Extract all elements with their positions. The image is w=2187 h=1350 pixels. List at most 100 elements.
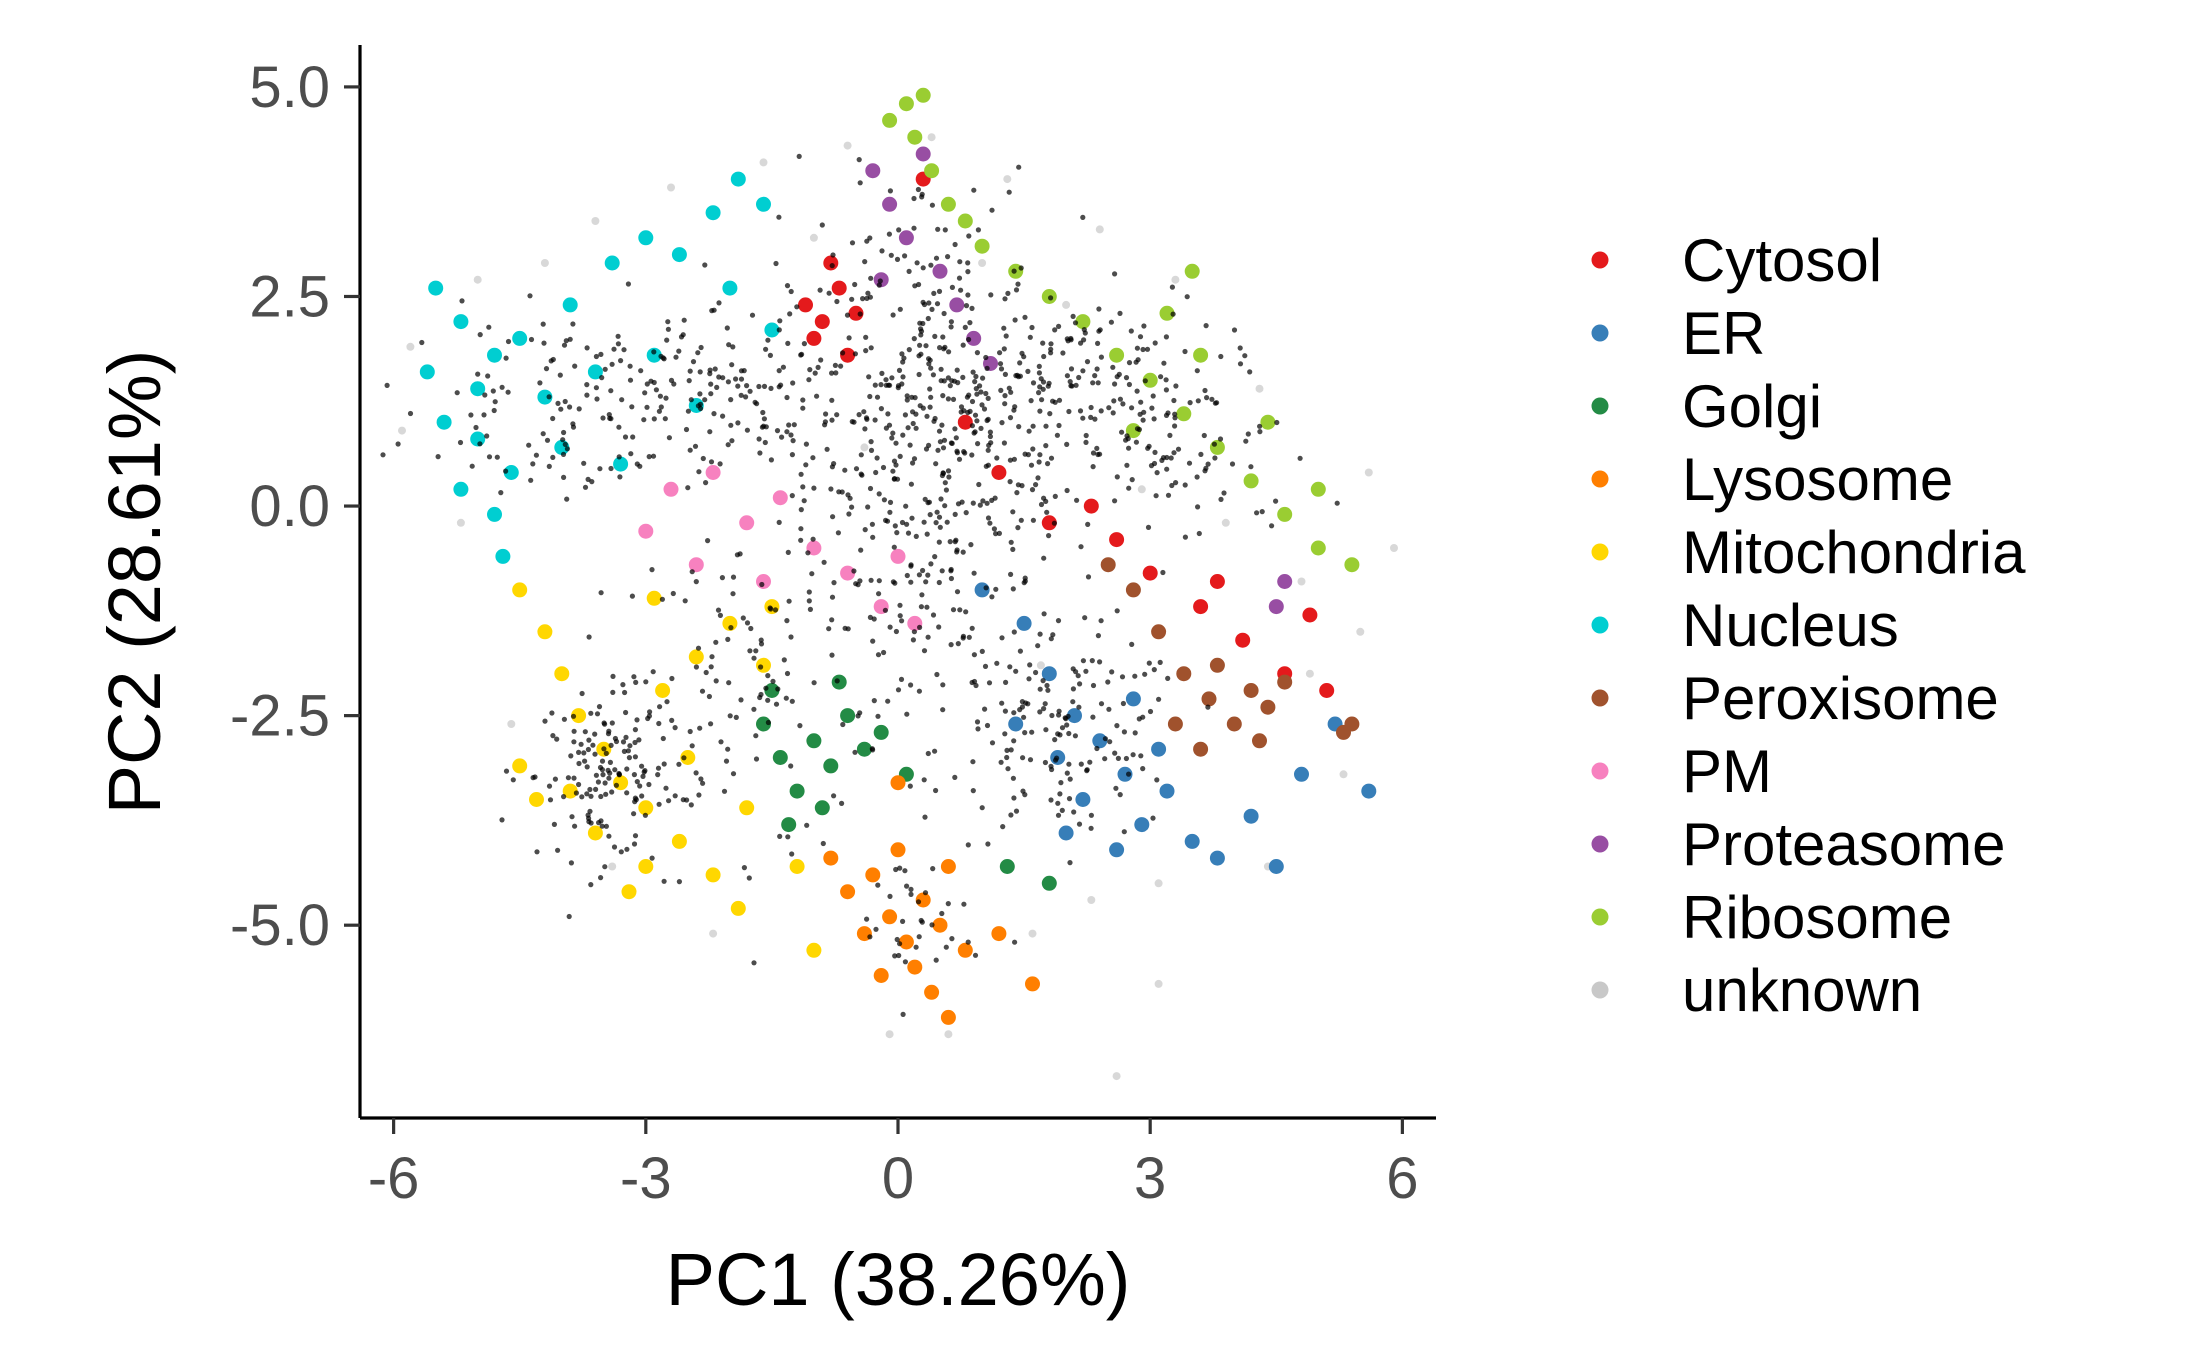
point-overlay bbox=[879, 370, 885, 376]
point-overlay bbox=[1066, 408, 1072, 415]
point-overlay bbox=[698, 344, 704, 351]
point-overlay bbox=[1027, 757, 1034, 763]
point-overlay bbox=[741, 865, 748, 871]
legend-swatch bbox=[1591, 835, 1609, 853]
point-overlay bbox=[999, 420, 1005, 426]
point-overlay bbox=[1110, 410, 1116, 416]
point-overlay bbox=[883, 377, 889, 383]
point-overlay bbox=[708, 381, 714, 387]
point-overlay bbox=[963, 609, 969, 615]
point-overlay bbox=[965, 292, 971, 298]
point-overlay bbox=[875, 713, 881, 719]
point-overlay bbox=[576, 781, 582, 788]
point-overlay bbox=[984, 500, 990, 506]
point-overlay bbox=[644, 381, 650, 387]
point-overlay bbox=[624, 846, 630, 852]
point-overlay bbox=[475, 371, 481, 377]
point-overlay bbox=[983, 585, 989, 591]
point-overlay bbox=[962, 324, 968, 330]
point-overlay bbox=[708, 664, 714, 670]
point-cytosol bbox=[1041, 515, 1057, 531]
point-overlay bbox=[1064, 770, 1070, 776]
point-ribosome bbox=[1109, 347, 1125, 363]
point-overlay bbox=[1098, 618, 1104, 624]
point-overlay bbox=[1018, 265, 1024, 271]
point-overlay bbox=[579, 690, 585, 697]
point-overlay bbox=[578, 741, 584, 747]
point-unknown bbox=[540, 259, 549, 267]
point-overlay bbox=[1077, 681, 1083, 687]
point-overlay bbox=[784, 283, 791, 289]
point-overlay bbox=[869, 521, 876, 527]
point-overlay bbox=[846, 511, 852, 517]
point-overlay bbox=[967, 408, 973, 414]
point-unknown bbox=[1095, 225, 1104, 234]
point-overlay bbox=[1006, 189, 1012, 195]
point-overlay bbox=[481, 412, 487, 418]
point-unknown bbox=[1154, 879, 1163, 888]
point-overlay bbox=[721, 788, 728, 794]
point-overlay bbox=[952, 241, 958, 248]
point-overlay bbox=[1050, 398, 1056, 404]
point-overlay bbox=[1163, 334, 1169, 340]
point-overlay bbox=[830, 252, 836, 258]
point-overlay bbox=[979, 648, 985, 655]
point-overlay bbox=[1205, 461, 1211, 467]
point-overlay bbox=[924, 531, 930, 537]
point-overlay bbox=[659, 596, 666, 602]
point-overlay bbox=[646, 454, 652, 460]
point-peroxisome bbox=[1151, 624, 1167, 640]
point-overlay bbox=[689, 569, 695, 575]
point-overlay bbox=[600, 772, 606, 778]
point-overlay bbox=[649, 855, 655, 861]
point-overlay bbox=[785, 340, 791, 346]
point-overlay bbox=[1112, 498, 1118, 504]
point-overlay bbox=[1090, 714, 1096, 720]
point-overlay bbox=[616, 454, 622, 460]
point-overlay bbox=[1126, 381, 1132, 388]
point-overlay bbox=[1002, 708, 1009, 714]
point-overlay bbox=[598, 818, 604, 824]
point-overlay bbox=[1088, 825, 1094, 831]
point-overlay bbox=[663, 785, 669, 791]
point-overlay bbox=[932, 748, 938, 754]
point-overlay bbox=[1108, 319, 1114, 325]
point-overlay bbox=[753, 733, 759, 739]
point-overlay bbox=[935, 447, 941, 453]
point-peroxisome bbox=[1243, 683, 1259, 698]
point-overlay bbox=[801, 498, 807, 504]
point-overlay bbox=[584, 791, 590, 797]
point-lysosome bbox=[991, 926, 1007, 942]
point-overlay bbox=[1095, 451, 1101, 458]
point-overlay bbox=[1147, 708, 1154, 715]
point-overlay bbox=[584, 392, 590, 398]
point-overlay bbox=[1229, 461, 1236, 467]
point-overlay bbox=[1044, 509, 1050, 515]
point-overlay bbox=[985, 841, 991, 847]
point-overlay bbox=[763, 685, 769, 691]
point-overlay bbox=[1088, 812, 1094, 818]
point-overlay bbox=[763, 424, 769, 430]
point-er bbox=[1125, 691, 1141, 707]
point-overlay bbox=[978, 425, 984, 431]
point-overlay bbox=[663, 395, 669, 401]
point-overlay bbox=[876, 578, 882, 584]
point-overlay bbox=[761, 416, 768, 422]
point-overlay bbox=[900, 432, 906, 438]
point-overlay bbox=[894, 936, 900, 943]
point-unknown bbox=[1297, 577, 1306, 586]
point-overlay bbox=[1068, 366, 1075, 372]
point-overlay bbox=[607, 759, 614, 766]
point-overlay bbox=[758, 664, 764, 670]
legend-label: ER bbox=[1682, 300, 1765, 367]
point-overlay bbox=[711, 411, 717, 417]
point-overlay bbox=[708, 391, 714, 397]
point-overlay bbox=[482, 392, 488, 398]
point-overlay bbox=[684, 797, 690, 803]
point-overlay bbox=[942, 344, 948, 350]
point-overlay bbox=[860, 296, 866, 302]
point-overlay bbox=[842, 467, 848, 473]
point-overlay bbox=[1011, 738, 1017, 744]
point-overlay bbox=[1154, 470, 1160, 476]
point-overlay bbox=[623, 709, 629, 716]
